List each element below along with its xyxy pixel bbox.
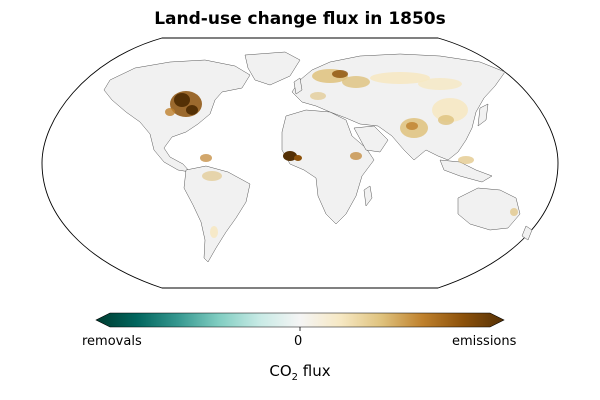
emission-patches xyxy=(165,69,518,238)
new-zealand xyxy=(521,225,533,241)
africa xyxy=(281,109,375,225)
british-isles xyxy=(293,77,303,95)
north-america xyxy=(103,59,251,173)
colorbar-axis-label: CO2 flux xyxy=(0,362,600,383)
removals-label: removals xyxy=(82,334,142,349)
zero-label: 0 xyxy=(294,334,303,349)
australia xyxy=(457,187,521,231)
axis-label-main: CO xyxy=(269,362,292,380)
madagascar xyxy=(363,185,373,207)
axis-label-tail: flux xyxy=(298,362,331,380)
south-america xyxy=(183,165,251,263)
emissions-label: emissions xyxy=(452,334,517,349)
axis-label-subscript: 2 xyxy=(291,372,299,383)
japan xyxy=(477,103,489,127)
arabian-peninsula xyxy=(353,125,389,153)
map-title: Land-use change flux in 1850s xyxy=(154,9,446,29)
colorbar-bar xyxy=(95,312,505,328)
greenland xyxy=(244,51,301,86)
